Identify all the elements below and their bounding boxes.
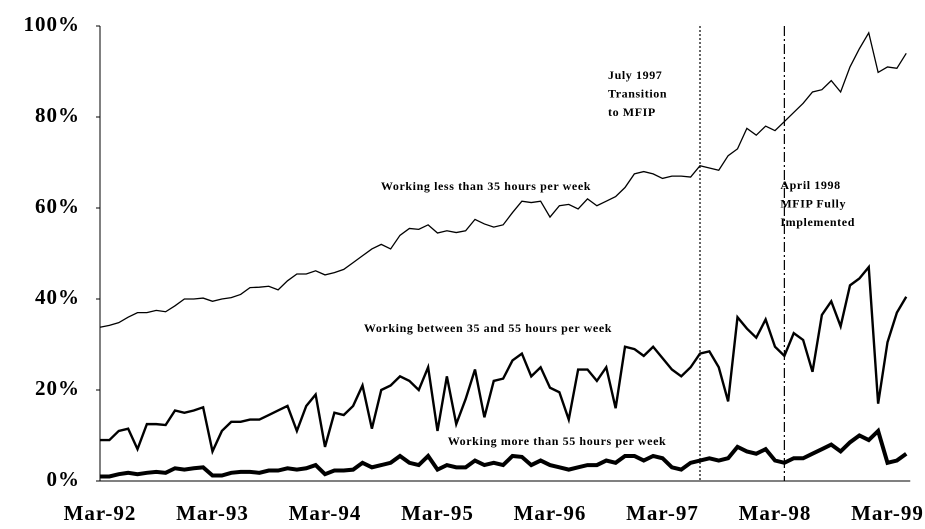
x-tick-label: Mar-94 bbox=[289, 501, 362, 525]
event-label: to MFIP bbox=[608, 105, 656, 119]
y-tick-label: 0% bbox=[47, 467, 81, 491]
x-tick-label: Mar-98 bbox=[739, 501, 812, 525]
x-tick-label: Mar-99 bbox=[851, 501, 924, 525]
x-tick-label: Mar-92 bbox=[64, 501, 137, 525]
y-tick-label: 100% bbox=[24, 12, 81, 36]
y-tick-label: 40% bbox=[35, 285, 80, 309]
series-line bbox=[99, 31, 907, 328]
series-label: Working more than 55 hours per week bbox=[448, 434, 667, 448]
series-label: Working between 35 and 55 hours per week bbox=[364, 321, 612, 335]
event-label: Implemented bbox=[780, 215, 855, 229]
y-tick-label: 80% bbox=[35, 103, 80, 127]
event-label: Transition bbox=[608, 86, 667, 100]
event-label: April 1998 bbox=[780, 178, 840, 192]
x-tick-label: Mar-96 bbox=[514, 501, 587, 525]
event-label: MFIP Fully bbox=[780, 196, 846, 210]
series-line bbox=[100, 427, 908, 479]
y-tick-label: 20% bbox=[35, 376, 80, 400]
series-line bbox=[100, 264, 908, 456]
x-tick-label: Mar-95 bbox=[401, 501, 474, 525]
x-tick-label: Mar-93 bbox=[176, 501, 249, 525]
x-tick-label: Mar-97 bbox=[626, 501, 699, 525]
event-label: July 1997 bbox=[608, 68, 662, 82]
series-label: Working less than 35 hours per week bbox=[381, 179, 591, 193]
y-tick-label: 60% bbox=[35, 194, 80, 218]
